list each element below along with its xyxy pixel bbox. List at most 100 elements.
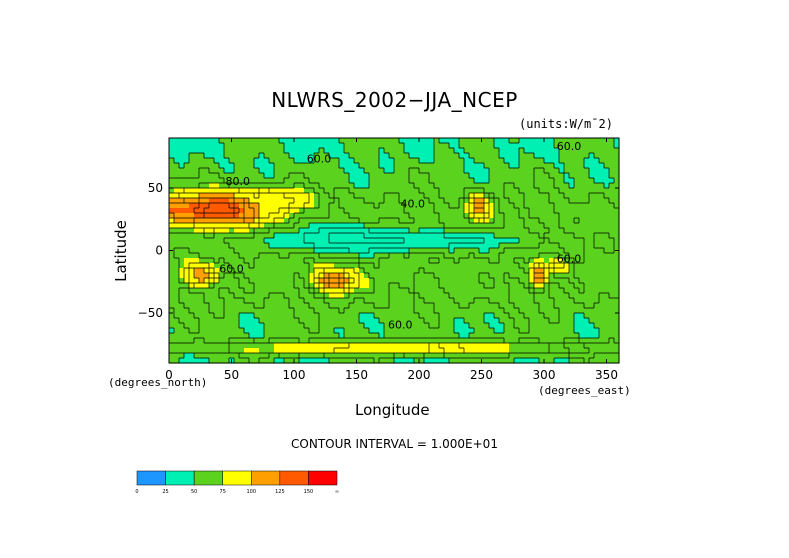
heatmap-cell <box>259 258 265 264</box>
heatmap-cell <box>494 183 500 189</box>
heatmap-cell <box>309 278 315 284</box>
heatmap-cell <box>329 198 335 204</box>
heatmap-cell <box>544 233 550 239</box>
heatmap-cell <box>264 308 270 314</box>
heatmap-cell <box>439 208 445 214</box>
heatmap-cell <box>234 143 240 149</box>
heatmap-cell <box>179 358 185 364</box>
heatmap-cell <box>539 158 545 164</box>
heatmap-cell <box>384 143 390 149</box>
heatmap-cell <box>169 148 175 154</box>
heatmap-cell <box>549 188 555 194</box>
heatmap-cell <box>269 358 275 364</box>
heatmap-cell <box>179 203 185 209</box>
heatmap-cell <box>569 238 575 244</box>
heatmap-cell <box>329 343 335 349</box>
heatmap-cell <box>474 353 480 359</box>
heatmap-cell <box>534 228 540 234</box>
heatmap-cell <box>584 293 590 299</box>
heatmap-cell <box>279 273 285 279</box>
heatmap-cell <box>579 268 585 274</box>
heatmap-cell <box>614 228 620 234</box>
heatmap-cell <box>514 173 520 179</box>
heatmap-cell <box>444 248 450 254</box>
heatmap-cell <box>509 353 515 359</box>
heatmap-cell <box>329 158 335 164</box>
heatmap-cell <box>189 173 195 179</box>
heatmap-cell <box>429 263 435 269</box>
heatmap-cell <box>239 328 245 334</box>
heatmap-cell <box>604 208 610 214</box>
heatmap-cell <box>359 208 365 214</box>
heatmap-cell <box>364 273 370 279</box>
heatmap-cell <box>439 263 445 269</box>
heatmap-cell <box>464 158 470 164</box>
heatmap-cell <box>309 333 315 339</box>
heatmap-cell <box>349 348 355 354</box>
heatmap-cell <box>389 208 395 214</box>
heatmap-cell <box>419 188 425 194</box>
heatmap-cell <box>524 298 530 304</box>
heatmap-cell <box>274 153 280 159</box>
heatmap-cell <box>534 348 540 354</box>
heatmap-cell <box>554 263 560 269</box>
heatmap-cell <box>434 168 440 174</box>
heatmap-cell <box>179 308 185 314</box>
heatmap-cell <box>199 283 205 289</box>
heatmap-cell <box>439 303 445 309</box>
heatmap-cell <box>374 143 380 149</box>
heatmap-cell <box>289 273 295 279</box>
heatmap-cell <box>304 283 310 289</box>
heatmap-cell <box>269 218 275 224</box>
heatmap-cell <box>514 148 520 154</box>
heatmap-cell <box>474 168 480 174</box>
heatmap-cell <box>249 153 255 159</box>
heatmap-cell <box>609 163 615 169</box>
heatmap-cell <box>524 188 530 194</box>
heatmap-cell <box>364 198 370 204</box>
heatmap-cell <box>429 243 435 249</box>
heatmap-cell <box>249 323 255 329</box>
heatmap-cell <box>374 153 380 159</box>
heatmap-cell <box>339 178 345 184</box>
heatmap-cell <box>209 208 215 214</box>
heatmap-cell <box>244 283 250 289</box>
heatmap-cell <box>384 228 390 234</box>
heatmap-cell <box>364 338 370 344</box>
heatmap-cell <box>209 273 215 279</box>
heatmap-cell <box>294 178 300 184</box>
heatmap-cell <box>474 188 480 194</box>
heatmap-cell <box>489 233 495 239</box>
heatmap-cell <box>454 278 460 284</box>
heatmap-cell <box>494 233 500 239</box>
heatmap-cell <box>379 288 385 294</box>
heatmap-cell <box>409 238 415 244</box>
heatmap-cell <box>329 273 335 279</box>
heatmap-cell <box>344 313 350 319</box>
heatmap-cell <box>299 218 305 224</box>
heatmap-cell <box>554 158 560 164</box>
heatmap-cell <box>509 168 515 174</box>
heatmap-cell <box>604 283 610 289</box>
heatmap-cell <box>584 348 590 354</box>
heatmap-cell <box>349 218 355 224</box>
heatmap-cell <box>519 213 525 219</box>
heatmap-cell <box>589 208 595 214</box>
heatmap-cell <box>489 293 495 299</box>
heatmap-cell <box>314 213 320 219</box>
heatmap-cell <box>559 348 565 354</box>
heatmap-cell <box>474 193 480 199</box>
heatmap-cell <box>439 183 445 189</box>
heatmap-cell <box>539 298 545 304</box>
heatmap-cell <box>369 213 375 219</box>
heatmap-cell <box>534 203 540 209</box>
heatmap-cell <box>309 353 315 359</box>
heatmap-cell <box>569 173 575 179</box>
heatmap-cell <box>439 278 445 284</box>
heatmap-cell <box>389 198 395 204</box>
heatmap-cell <box>489 243 495 249</box>
heatmap-cell <box>464 213 470 219</box>
heatmap-cell <box>539 228 545 234</box>
heatmap-cell <box>519 278 525 284</box>
heatmap-cell <box>329 218 335 224</box>
